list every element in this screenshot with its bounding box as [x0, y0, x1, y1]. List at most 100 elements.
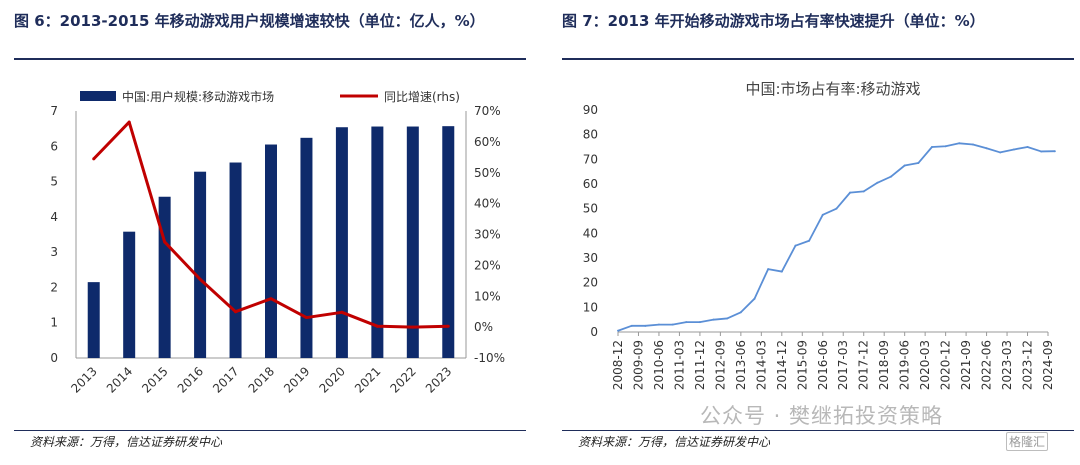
y-tick-right: 30% [474, 228, 501, 242]
y-tick-left: 0 [50, 351, 58, 365]
y-tick: 80 [583, 128, 598, 142]
y-tick: 50 [583, 202, 598, 216]
market-share-point [630, 324, 633, 327]
market-share-point [876, 181, 879, 184]
y-tick-right: 0% [474, 320, 493, 334]
market-share-point [849, 191, 852, 194]
y-tick: 10 [583, 300, 598, 314]
x-tick: 2023-03 [1000, 340, 1014, 390]
x-tick: 2010-06 [652, 340, 666, 390]
growth-point [163, 240, 167, 244]
market-share-point [890, 175, 893, 178]
left-title-rule [14, 58, 526, 60]
y-tick-left: 1 [50, 316, 58, 330]
market-share-point [1026, 146, 1029, 148]
market-share-point [1053, 150, 1056, 153]
bar [371, 126, 384, 358]
x-tick: 2019 [281, 364, 312, 395]
market-share-point [985, 147, 988, 150]
bar [123, 231, 136, 358]
left-source-rule [14, 430, 526, 431]
y-tick-left: 7 [50, 104, 58, 118]
legend-swatch-bar [80, 91, 116, 101]
x-tick: 2011-12 [693, 340, 707, 390]
x-tick: 2016-06 [816, 340, 830, 390]
x-tick: 2014 [104, 364, 135, 395]
x-tick: 2019-06 [898, 340, 912, 390]
y-tick-left: 2 [50, 280, 58, 294]
x-tick: 2015-09 [795, 340, 809, 390]
growth-point [304, 316, 308, 320]
growth-point [375, 324, 379, 328]
legend-label-line: 同比增速(rhs) [384, 90, 460, 104]
y-tick: 90 [583, 103, 598, 117]
right-title-rule [562, 58, 1074, 60]
market-share-point [780, 270, 783, 273]
y-tick-right: 40% [474, 197, 501, 211]
x-tick: 2008-12 [611, 340, 625, 390]
x-tick: 2011-03 [672, 340, 686, 390]
y-tick-right: 70% [474, 104, 501, 118]
market-share-point [671, 323, 674, 326]
bar [265, 144, 277, 358]
x-tick: 2021 [352, 364, 383, 395]
market-share-point [726, 317, 729, 320]
y-tick-left: 4 [50, 210, 58, 224]
market-share-point [1040, 150, 1043, 153]
y-tick: 60 [583, 177, 598, 191]
watermark-text: 公众号 · 樊继拓投资策略 [700, 404, 944, 428]
left-chart: 中国:用户规模:移动游戏市场 同比增速(rhs) 0 1 2 3 4 5 6 7 -10% 0% 10%… [50, 89, 505, 396]
market-share-point [903, 164, 906, 167]
growth-point [446, 324, 450, 328]
market-share-point [958, 142, 961, 145]
x-tick: 2020 [317, 364, 348, 395]
market-share-point [767, 268, 770, 271]
x-tick: 2020-12 [939, 340, 953, 390]
watermark-logo: 格隆汇 [1006, 432, 1049, 451]
right-figure-panel: 图 7：2013 年开始移动游戏市场占有率快速提升（单位：%） 中国:市场占有率… [548, 0, 1080, 465]
bar [406, 126, 419, 358]
market-share-point [835, 207, 838, 210]
right-source-rule [562, 430, 1074, 431]
market-share-point [712, 318, 715, 321]
x-tick: 2018 [246, 364, 277, 395]
bar [300, 137, 313, 358]
x-tick: 2023-12 [1021, 340, 1035, 390]
y-tick: 0 [590, 325, 598, 339]
market-share-point [753, 297, 756, 300]
right-chart-title: 中国:市场占有率:移动游戏 [745, 80, 920, 98]
y-tick-right: 50% [474, 166, 501, 180]
market-share-point [944, 145, 947, 148]
x-tick: 2012-09 [713, 340, 727, 390]
market-share-point [794, 244, 797, 247]
right-figure-title: 图 7：2013 年开始移动游戏市场占有率快速提升（单位：%） [562, 12, 985, 30]
x-tick: 2018-09 [877, 340, 891, 390]
market-share-line [617, 142, 1055, 332]
y-tick-left: 6 [50, 139, 58, 153]
growth-point [234, 310, 238, 314]
bar [158, 196, 171, 358]
right-chart: 中国:市场占有率:移动游戏 0 10 20 30 40 50 60 70 80 90 2008-12 2… [583, 80, 1056, 390]
market-share-point [644, 324, 647, 327]
growth-point [198, 277, 202, 281]
market-share-point [1012, 148, 1015, 151]
growth-point [127, 120, 131, 124]
y-tick: 40 [583, 226, 598, 240]
growth-point [411, 325, 415, 329]
x-tick: 2015 [139, 364, 170, 395]
x-tick: 2017-03 [836, 340, 850, 390]
market-share-point [698, 321, 701, 324]
market-share-point [739, 311, 742, 314]
x-tick: 2016 [175, 364, 206, 395]
market-share-point [808, 239, 811, 242]
bar [335, 127, 348, 358]
y-tick-left: 3 [50, 245, 58, 259]
x-tick: 2024-09 [1041, 340, 1055, 390]
x-tick: 2021-09 [959, 340, 973, 390]
left-figure-title: 图 6：2013-2015 年移动游戏用户规模增速较快（单位：亿人，%） [14, 12, 485, 30]
bar [442, 126, 455, 359]
y-tick-right: 10% [474, 289, 501, 303]
y-tick: 70 [583, 152, 598, 166]
market-share-point [862, 190, 865, 193]
market-share-point [930, 146, 933, 148]
